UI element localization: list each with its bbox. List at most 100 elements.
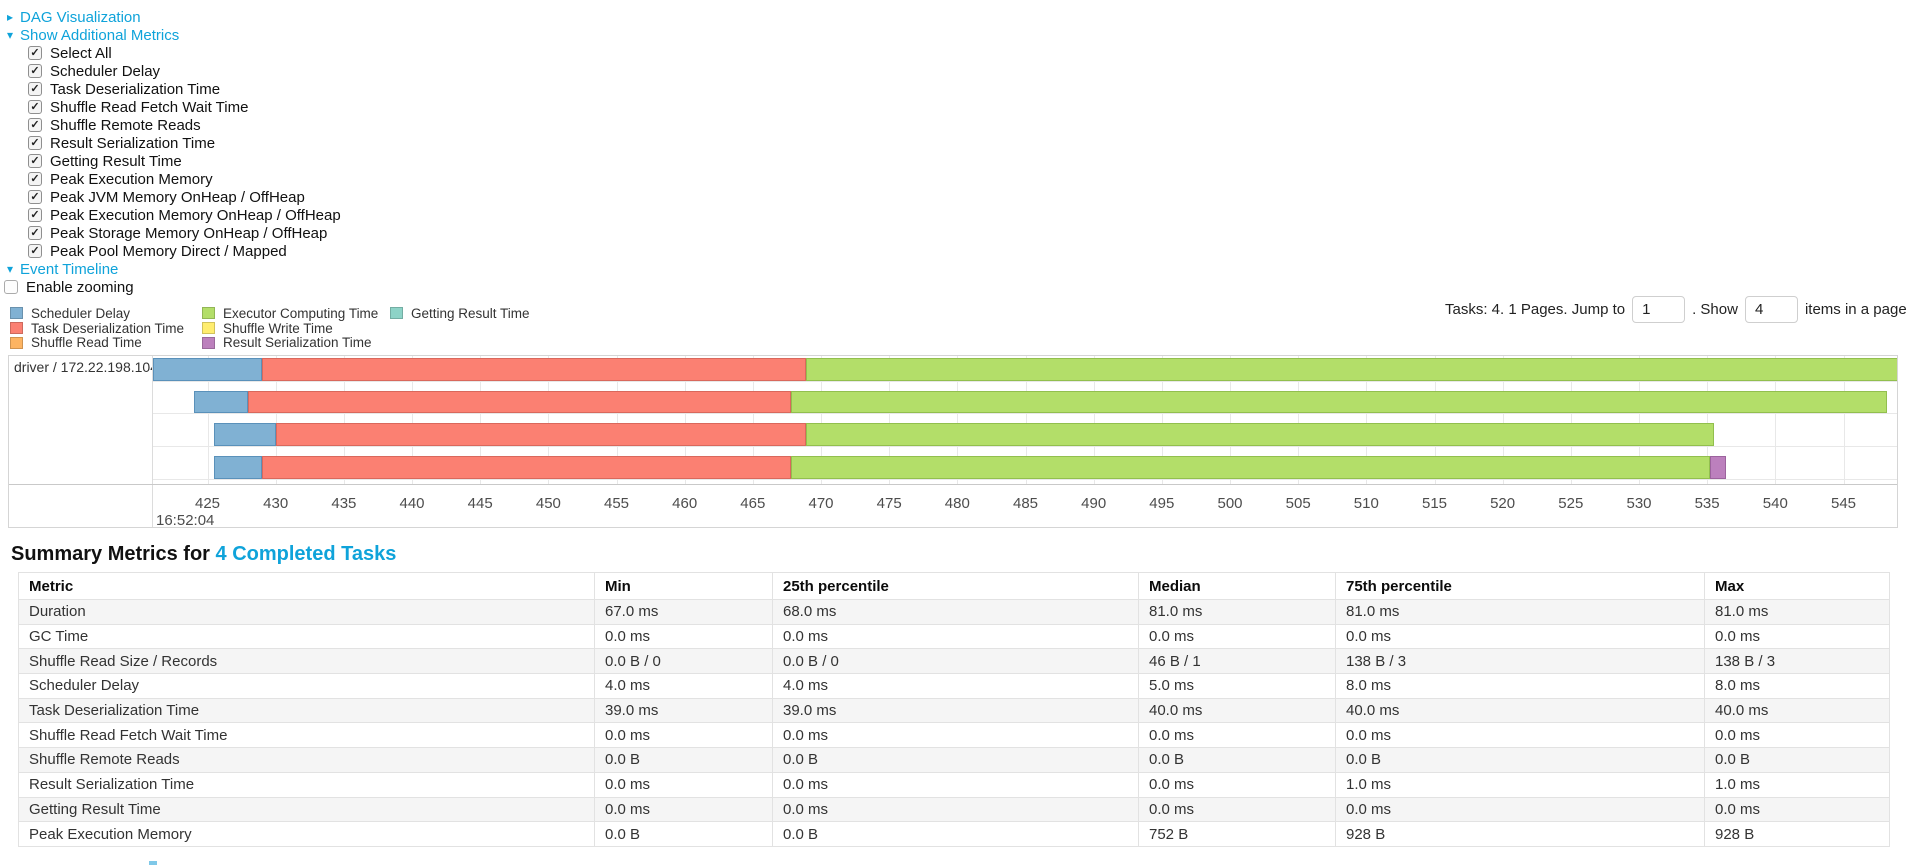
summary-metric-value-cell: 81.0 ms [1138,599,1336,625]
summary-column-header: 25th percentile [772,572,1139,600]
summary-metric-value-cell: 1.0 ms [1335,771,1705,798]
enable-zooming-checkbox[interactable] [4,280,18,294]
legend-item: Task Deserialization Time [10,321,184,336]
summary-metric-value-cell: 928 B [1704,821,1890,847]
metric-checkbox-row: ✓ Peak Execution Memory [0,170,341,188]
summary-metric-value-cell: 0.0 ms [1335,796,1705,823]
task-bar-segment-task-deserialization[interactable] [262,358,806,381]
timeline-gridline [957,356,959,484]
metric-checkbox[interactable]: ✓ [28,154,42,168]
task-bar-segment-scheduler-delay[interactable] [214,423,276,446]
metric-checkbox[interactable]: ✓ [28,46,42,60]
event-timeline-link[interactable]: Event Timeline [20,260,119,278]
timeline-gridline [1434,356,1436,484]
task-bar-segment-executor-computing[interactable] [791,456,1710,479]
metric-checkbox-row: ✓ Peak JVM Memory OnHeap / OffHeap [0,188,341,206]
dag-visualization-toggle[interactable]: ▸ DAG Visualization [0,8,341,26]
summary-metric-value-cell: 0.0 B [772,747,1139,773]
summary-metric-value-cell: 68.0 ms [772,599,1139,625]
summary-metric-value-cell: 0.0 B [1335,747,1705,773]
summary-metric-value-cell: 0.0 ms [772,771,1139,798]
metric-checkbox[interactable]: ✓ [28,244,42,258]
metric-checkbox[interactable]: ✓ [28,190,42,204]
axis-tick-label: 480 [944,495,970,512]
summary-metric-value-cell: 8.0 ms [1704,673,1890,699]
task-bar-segment-executor-computing[interactable] [806,423,1714,446]
task-bar-segment-executor-computing[interactable] [806,358,1897,381]
axis-tick-label: 540 [1762,495,1788,512]
task-bar-segment-scheduler-delay[interactable] [214,456,262,479]
summary-metric-value-cell: 0.0 ms [594,796,773,823]
summary-metric-value-cell: 0.0 B [594,747,773,773]
items-per-page-input[interactable] [1744,295,1798,323]
timeline-gridline [1570,356,1572,484]
metric-checkbox[interactable]: ✓ [28,136,42,150]
show-additional-metrics-toggle[interactable]: ▾ Show Additional Metrics [0,26,341,44]
task-bar-segment-task-deserialization[interactable] [275,423,806,446]
metric-checkbox[interactable]: ✓ [28,172,42,186]
timeline-gridline [684,356,686,484]
summary-metric-value-cell: 0.0 ms [1704,796,1890,823]
summary-metric-value-cell: 0.0 ms [1704,623,1890,650]
summary-metric-value-cell: 4.0 ms [772,673,1139,699]
axis-tick-label: 495 [1149,495,1175,512]
metric-checkbox[interactable]: ✓ [28,208,42,222]
summary-column-header: Metric [18,572,595,600]
legend-item-label: Shuffle Write Time [223,320,333,336]
timeline-gridline [343,356,345,484]
summary-table-row: Scheduler Delay 4.0 ms 4.0 ms 5.0 ms 8.0 ms 8… [18,673,1890,699]
task-bar-segment-scheduler-delay[interactable] [193,390,249,414]
metric-checkbox[interactable]: ✓ [28,64,42,78]
jump-to-page-input[interactable] [1632,295,1686,323]
summary-metric-name-cell: Shuffle Read Fetch Wait Time [18,722,595,749]
timeline-gridline [1639,356,1640,484]
metric-checkbox-label: Peak Storage Memory OnHeap / OffHeap [50,224,328,242]
axis-tick-label: 455 [603,495,630,512]
metric-checkbox[interactable]: ✓ [28,226,42,240]
summary-metric-value-cell: 0.0 B [1704,747,1890,773]
task-bar-segment-task-deserialization[interactable] [262,456,792,479]
summary-metric-value-cell: 0.0 ms [772,623,1139,650]
show-additional-metrics-link[interactable]: Show Additional Metrics [20,26,180,44]
summary-metric-value-cell: 0.0 ms [594,771,773,798]
metric-checkbox-label: Select All [50,44,112,62]
timeline-gridline [1775,356,1777,484]
dag-visualization-link[interactable]: DAG Visualization [20,8,141,26]
task-bar-segment-scheduler-delay[interactable] [153,358,263,381]
event-timeline-toggle[interactable]: ▾ Event Timeline [0,260,341,278]
timeline-gridline [1161,356,1163,484]
summary-metric-value-cell: 39.0 ms [772,697,1139,724]
summary-metric-value-cell: 0.0 B [1138,747,1336,773]
summary-metric-value-cell: 8.0 ms [1335,673,1705,699]
timeline-gridline [752,356,754,484]
summary-table-row: Getting Result Time 0.0 ms 0.0 ms 0.0 ms 0.0… [18,796,1890,823]
timeline-gridline [1298,356,1300,484]
completed-tasks-link[interactable]: 4 Completed Tasks [215,543,397,565]
axis-tick-label: 530 [1626,495,1652,512]
summary-metric-value-cell: 0.0 ms [594,623,773,650]
summary-table-row: Peak Execution Memory 0.0 B 0.0 B 752 B 928 … [18,821,1890,847]
metric-checkbox[interactable]: ✓ [28,118,42,132]
axis-tick-label: 520 [1490,495,1516,512]
legend-color-swatch [10,307,23,320]
task-bar-segment-result-serialization[interactable] [1709,456,1727,479]
metric-checkbox-label: Result Serialization Time [50,134,216,152]
summary-metric-value-cell: 0.0 ms [1138,796,1336,823]
task-bar-segment-task-deserialization[interactable] [248,390,791,414]
legend-color-swatch [10,322,23,335]
summary-metric-value-cell: 0.0 ms [772,796,1139,823]
summary-table-row: Result Serialization Time 0.0 ms 0.0 ms 0.0… [18,771,1890,798]
summary-column-header: Min [594,572,773,600]
task-bar-segment-executor-computing[interactable] [791,390,1888,414]
timeline-plot-area: 425 430 435 440 445 450 455 460 465 470 475 480 485 4… [153,356,1897,527]
legend-item-label: Getting Result Time [411,305,530,321]
lane-separator [153,478,1897,480]
timeline-gridline [1230,356,1231,484]
legend-item: Shuffle Write Time [202,321,378,336]
metric-checkbox-row: ✓ Peak Pool Memory Direct / Mapped [0,242,341,260]
timeline-gridline [1707,356,1709,484]
metric-checkbox[interactable]: ✓ [28,82,42,96]
summary-table-row: GC Time 0.0 ms 0.0 ms 0.0 ms 0.0 ms 0.0 ms [18,623,1890,650]
axis-tick-label: 510 [1353,495,1379,512]
metric-checkbox[interactable]: ✓ [28,100,42,114]
